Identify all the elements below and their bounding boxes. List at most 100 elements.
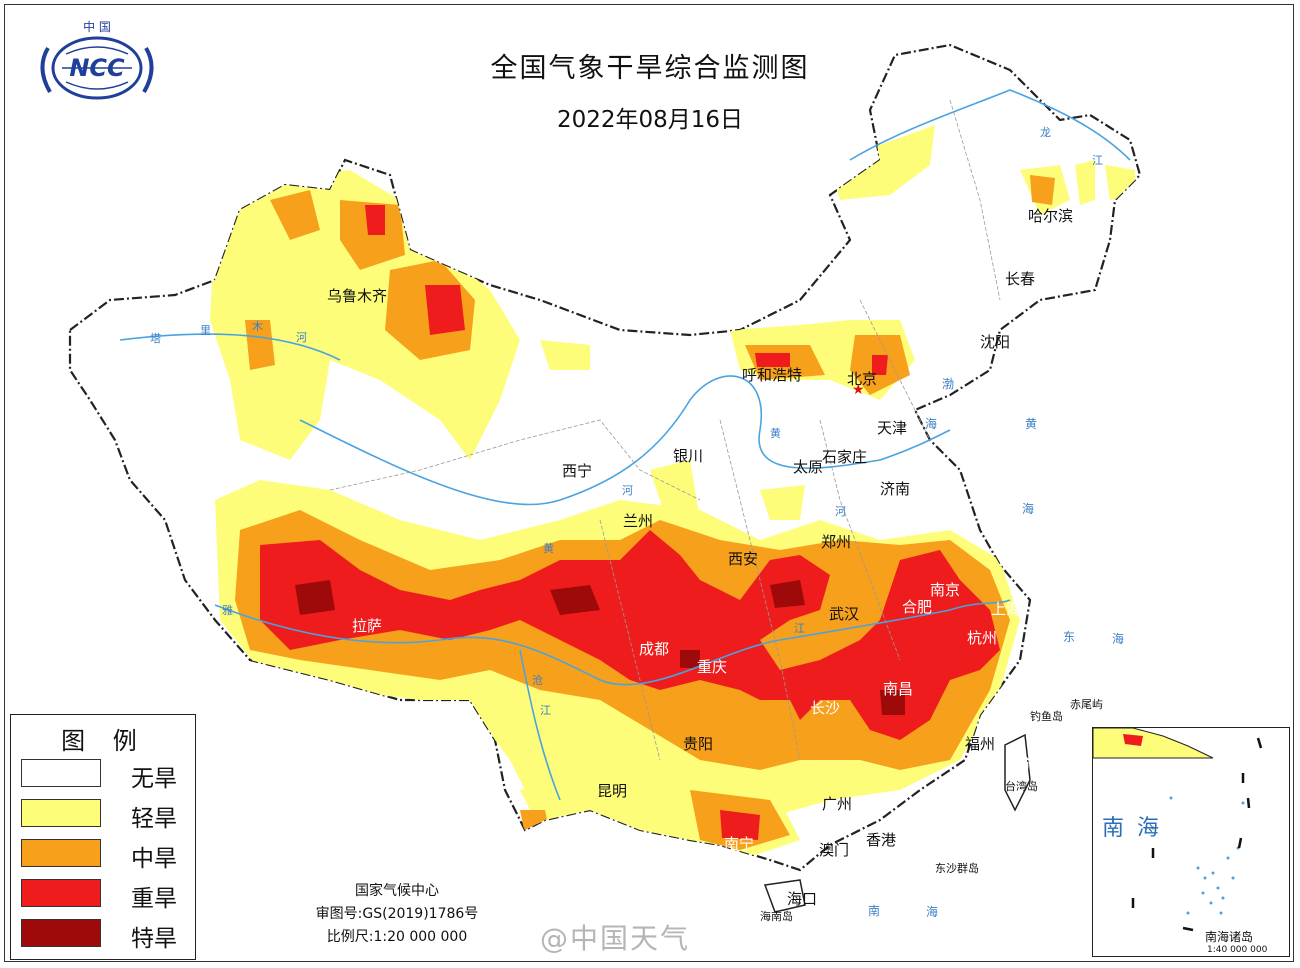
city-tianjin: 天津 [877, 419, 908, 437]
south-china-sea-inset [1092, 727, 1290, 957]
city-nanjing: 南京 [930, 581, 961, 599]
city-chongqing: 重庆 [697, 658, 728, 676]
city-yinchuan: 银川 [673, 447, 704, 465]
extreme-sichuan [550, 585, 600, 615]
city-lanzhou: 兰州 [623, 512, 654, 530]
label-huanghe-3: 河 [835, 505, 846, 518]
city-macau: 澳门 [819, 841, 850, 859]
inset-scale: 1:40 000 000 [1207, 945, 1268, 955]
legend-title: 图 例 [61, 727, 147, 755]
province-boundaries [329, 99, 1001, 761]
label-huanghe-4: 黄 [543, 542, 554, 555]
extreme-jiangxi [880, 690, 905, 715]
city-xian: 西安 [728, 550, 759, 568]
legend-item-extreme: 特旱 [21, 919, 191, 952]
label-tarim-4: 河 [296, 331, 307, 344]
label-donghai-1: 东 [1063, 630, 1076, 644]
label-tarim-3: 木 [252, 320, 263, 333]
label-chiwei: 赤尾屿 [1070, 698, 1103, 711]
light-north-3 [1075, 160, 1095, 205]
legend-label-light: 轻旱 [131, 806, 177, 832]
moderate-heilongjiang [1030, 175, 1055, 205]
city-zhengzhou: 郑州 [821, 533, 852, 551]
label-diaoyu: 钓鱼岛 [1030, 710, 1063, 723]
city-hongkong: 香港 [866, 831, 897, 849]
city-hefei: 合肥 [902, 598, 933, 616]
light-north-4 [1105, 165, 1135, 200]
drought-areas [210, 125, 1135, 860]
legend-swatch-light [21, 799, 101, 827]
severe-guangxi [720, 810, 760, 840]
severe-tianshan-1 [365, 205, 385, 235]
legend-item-severe: 重旱 [21, 879, 191, 912]
city-guangzhou: 广州 [822, 795, 853, 813]
city-hangzhou: 杭州 [967, 629, 998, 647]
credits-review-no: 审图号:GS(2019)1786号 [315, 906, 479, 922]
map-date: 2022年08月16日 [556, 107, 744, 133]
legend-item-moderate: 中旱 [21, 839, 191, 872]
light-north-1 [830, 125, 935, 200]
credits: 国家气候中心 审图号:GS(2019)1786号 比例尺:1:20 000 00… [262, 880, 532, 949]
legend-swatch-moderate [21, 839, 101, 867]
light-xinjiang [210, 170, 520, 460]
label-yarlung: 雅 [222, 604, 233, 617]
severe-beijing [872, 355, 888, 375]
city-chengdu: 成都 [639, 640, 670, 658]
moderate-west-xj [245, 320, 275, 370]
label-hainan-island: 海南岛 [760, 910, 793, 923]
label-heilongjiang-2: 江 [1092, 154, 1103, 167]
city-lhasa: 拉萨 [352, 617, 383, 635]
city-changsha: 长沙 [810, 699, 841, 717]
extreme-hubei [770, 580, 805, 608]
city-shanghai: 上海 [991, 600, 1022, 618]
capital-star-icon: ★ [852, 382, 865, 398]
city-shijiazhuang: 石家庄 [822, 448, 868, 466]
watermark: @中国天气 [540, 922, 691, 955]
city-jinan: 济南 [880, 480, 911, 498]
severe-hohhot [755, 353, 790, 367]
logo-text: NCC [69, 54, 125, 82]
legend-label-none: 无旱 [131, 766, 177, 792]
legend-item-none: 无旱 [21, 759, 191, 792]
severe-tibet [260, 530, 1000, 740]
label-lancang-2: 江 [540, 704, 551, 717]
city-shenyang: 沈阳 [980, 333, 1011, 351]
legend-swatch-none [21, 759, 101, 787]
label-yangtze-jiang: 江 [794, 622, 805, 635]
label-nanhai-1: 南 [868, 904, 881, 918]
extreme-tibet [295, 580, 335, 615]
taiwan-outline [1004, 733, 1031, 812]
severe-tianshan-2 [425, 285, 465, 335]
city-kunming: 昆明 [597, 782, 628, 800]
label-lancang-1: 沧 [532, 674, 543, 687]
moderate-north-xj [270, 190, 320, 240]
light-ningxia [650, 460, 700, 530]
map-frame [4, 4, 1294, 962]
inset-caption: 南海诸岛 [1205, 930, 1254, 944]
city-wuhan: 武汉 [829, 605, 860, 623]
label-tarim-1: 塔 [150, 332, 161, 345]
city-hohhot: 呼和浩特 [742, 366, 803, 384]
inset-map [1093, 728, 1263, 932]
label-taiwan-island: 台湾岛 [1005, 780, 1038, 793]
label-bohai-1: 渤 [942, 377, 955, 391]
label-huanghe-2: 河 [622, 484, 633, 497]
legend: 图 例 无旱 轻旱 中旱 重旱 特旱 [10, 714, 196, 960]
city-guiyang: 贵阳 [683, 735, 714, 753]
inset-title: 南 海 [1102, 816, 1162, 841]
city-beijing: 北京 [847, 370, 878, 388]
label-bohai-2: 海 [925, 417, 938, 431]
label-heilongjiang-1: 龙 [1040, 126, 1051, 139]
light-qinghai-w [540, 340, 590, 370]
city-taiyuan: 太原 [793, 458, 824, 476]
credits-agency: 国家气候中心 [355, 883, 439, 899]
ncc-logo: 中 国 NCC [40, 19, 154, 100]
city-taipei: 台北 [1016, 753, 1047, 771]
label-dongsha: 东沙群岛 [935, 862, 979, 875]
legend-item-light: 轻旱 [21, 799, 191, 832]
city-haikou: 海口 [787, 890, 818, 908]
label-donghai-2: 海 [1112, 632, 1125, 646]
label-huanghai-2: 海 [1022, 502, 1035, 516]
city-fuzhou: 福州 [965, 735, 996, 753]
